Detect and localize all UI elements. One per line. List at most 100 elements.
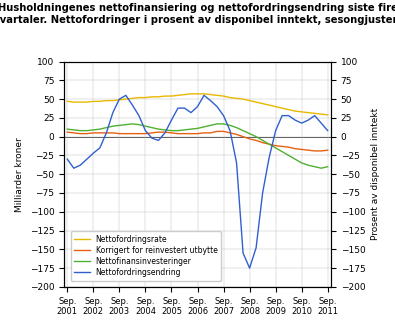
- Nettofordringsrate: [214, 93, 219, 97]
- Nettofordringsrate: [104, 99, 109, 103]
- Nettofordringsendring: [124, 93, 128, 97]
- Nettofordringsendring: [137, 114, 141, 118]
- Nettofordringsrate: [71, 100, 76, 104]
- Nettofinansinvesteringer: [260, 138, 265, 142]
- Korrigert for reinvestert utbytte: [247, 137, 252, 141]
- Nettofordringsrate: [241, 97, 245, 101]
- Nettofordringsrate: [65, 99, 70, 103]
- Nettofordringsrate: [98, 99, 102, 103]
- Nettofordringsrate: [124, 97, 128, 101]
- Nettofordringsendring: [169, 118, 174, 122]
- Nettofinansinvesteringer: [85, 129, 89, 133]
- Nettofordringsendring: [201, 93, 206, 97]
- Nettofordringsendring: [312, 114, 317, 118]
- Korrigert for reinvestert utbytte: [325, 148, 330, 152]
- Nettofinansinvesteringer: [273, 146, 278, 150]
- Korrigert for reinvestert utbytte: [201, 131, 206, 135]
- Korrigert for reinvestert utbytte: [85, 132, 89, 136]
- Nettofordringsrate: [273, 105, 278, 109]
- Korrigert for reinvestert utbytte: [306, 148, 310, 152]
- Nettofinansinvesteringer: [117, 123, 122, 127]
- Korrigert for reinvestert utbytte: [267, 142, 271, 146]
- Nettofordringsendring: [293, 118, 297, 122]
- Nettofinansinvesteringer: [228, 123, 232, 127]
- Nettofordringsrate: [280, 106, 284, 110]
- Nettofordringsendring: [241, 251, 245, 255]
- Nettofordringsendring: [111, 111, 115, 115]
- Korrigert for reinvestert utbytte: [91, 131, 96, 135]
- Nettofordringsendring: [273, 129, 278, 133]
- Nettofordringsendring: [195, 105, 200, 109]
- Nettofinansinvesteringer: [214, 122, 219, 126]
- Korrigert for reinvestert utbytte: [221, 129, 226, 133]
- Korrigert for reinvestert utbytte: [111, 131, 115, 135]
- Korrigert for reinvestert utbytte: [65, 130, 70, 134]
- Nettofordringsrate: [195, 92, 200, 96]
- Line: Nettofordringsrate: Nettofordringsrate: [67, 94, 328, 115]
- Korrigert for reinvestert utbytte: [293, 147, 297, 151]
- Nettofordringsrate: [208, 93, 213, 97]
- Nettofordringsrate: [189, 92, 194, 96]
- Nettofinansinvesteringer: [71, 128, 76, 132]
- Nettofordringsrate: [299, 110, 304, 114]
- Nettofinansinvesteringer: [104, 126, 109, 130]
- Korrigert for reinvestert utbytte: [241, 135, 245, 139]
- Korrigert for reinvestert utbytte: [71, 131, 76, 135]
- Nettofinansinvesteringer: [267, 142, 271, 146]
- Nettofordringsrate: [260, 102, 265, 106]
- Korrigert for reinvestert utbytte: [189, 132, 194, 136]
- Nettofordringsrate: [201, 92, 206, 96]
- Nettofordringsrate: [143, 96, 148, 100]
- Nettofordringsrate: [176, 93, 181, 97]
- Korrigert for reinvestert utbytte: [286, 145, 291, 149]
- Nettofordringsrate: [117, 98, 122, 102]
- Nettofordringsrate: [221, 94, 226, 98]
- Nettofordringsendring: [306, 118, 310, 122]
- Nettofordringsendring: [254, 246, 258, 250]
- Nettofinansinvesteringer: [163, 128, 167, 132]
- Nettofinansinvesteringer: [143, 124, 148, 128]
- Nettofinansinvesteringer: [78, 129, 83, 133]
- Nettofordringsendring: [280, 114, 284, 118]
- Korrigert for reinvestert utbytte: [195, 132, 200, 136]
- Korrigert for reinvestert utbytte: [137, 132, 141, 136]
- Korrigert for reinvestert utbytte: [150, 131, 154, 135]
- Nettofordringsendring: [182, 106, 187, 110]
- Korrigert for reinvestert utbytte: [117, 132, 122, 136]
- Nettofordringsrate: [319, 112, 324, 116]
- Nettofinansinvesteringer: [254, 135, 258, 139]
- Nettofinansinvesteringer: [111, 124, 115, 128]
- Nettofordringsendring: [221, 114, 226, 118]
- Nettofordringsrate: [293, 109, 297, 113]
- Nettofordringsendring: [65, 157, 70, 161]
- Nettofinansinvesteringer: [299, 161, 304, 165]
- Nettofinansinvesteringer: [195, 126, 200, 130]
- Nettofordringsrate: [137, 96, 141, 100]
- Nettofordringsendring: [71, 166, 76, 170]
- Korrigert for reinvestert utbytte: [299, 147, 304, 151]
- Nettofinansinvesteringer: [286, 154, 291, 158]
- Nettofordringsendring: [189, 111, 194, 115]
- Nettofordringsendring: [143, 129, 148, 133]
- Nettofordringsendring: [228, 129, 232, 133]
- Nettofordringsrate: [111, 99, 115, 103]
- Nettofinansinvesteringer: [306, 163, 310, 167]
- Korrigert for reinvestert utbytte: [104, 131, 109, 135]
- Nettofordringsrate: [286, 108, 291, 112]
- Nettofinansinvesteringer: [176, 129, 181, 133]
- Korrigert for reinvestert utbytte: [312, 149, 317, 153]
- Nettofinansinvesteringer: [91, 128, 96, 132]
- Line: Korrigert for reinvestert utbytte: Korrigert for reinvestert utbytte: [67, 131, 328, 151]
- Nettofordringsendring: [214, 105, 219, 109]
- Nettofordringsendring: [78, 163, 83, 167]
- Korrigert for reinvestert utbytte: [163, 130, 167, 134]
- Korrigert for reinvestert utbytte: [208, 131, 213, 135]
- Korrigert for reinvestert utbytte: [143, 132, 148, 136]
- Nettofordringsendring: [299, 121, 304, 125]
- Nettofinansinvesteringer: [98, 127, 102, 131]
- Nettofordringsendring: [117, 97, 122, 101]
- Nettofordringsendring: [98, 146, 102, 150]
- Nettofordringsrate: [325, 113, 330, 117]
- Nettofordringsrate: [169, 94, 174, 98]
- Legend: Nettofordringsrate, Korrigert for reinvestert utbytte, Nettofinansinvesteringer,: Nettofordringsrate, Korrigert for reinve…: [71, 231, 222, 281]
